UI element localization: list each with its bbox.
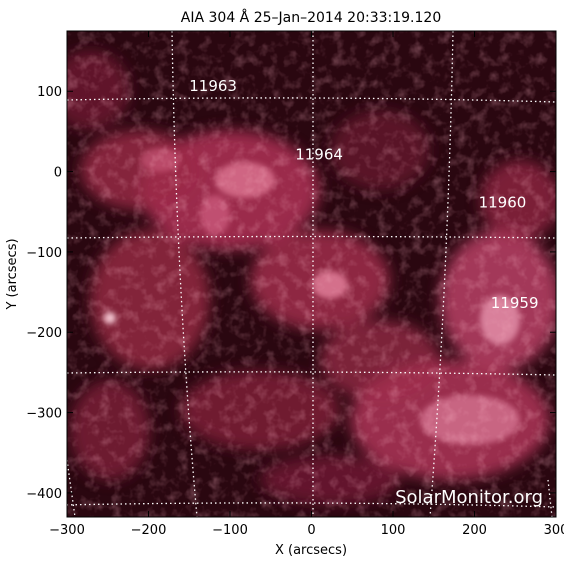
watermark: SolarMonitor.org — [395, 487, 543, 508]
y-tick-label: −300 — [26, 407, 62, 422]
x-tick-label: −100 — [212, 523, 248, 538]
figure-title: AIA 304 Å 25–Jan–2014 20:33:19.120 — [181, 9, 441, 26]
y-tick-label: 100 — [37, 85, 62, 100]
x-tick-label: 0 — [307, 523, 315, 538]
x-tick-label: −200 — [131, 523, 167, 538]
x-tick-label: −300 — [49, 523, 85, 538]
y-tick-label: −200 — [26, 326, 62, 341]
coordinate-grid — [61, 30, 557, 518]
x-tick-label: 200 — [462, 523, 487, 538]
x-axis-label: X (arcsecs) — [275, 543, 347, 558]
y-axis: 100 0 −100 −200 −300 −400 — [26, 85, 556, 502]
y-axis-label: Y (arcsecs) — [5, 238, 20, 310]
active-region-label: 11964 — [295, 146, 343, 164]
active-region-label: 11960 — [479, 194, 527, 212]
x-tick-label: 100 — [381, 523, 406, 538]
x-axis: −300 −200 −100 0 100 200 300 — [49, 31, 564, 538]
active-region-label: 11963 — [189, 77, 237, 95]
solar-image — [67, 31, 556, 517]
y-tick-label: −400 — [26, 487, 62, 502]
active-region-label: 11959 — [491, 294, 539, 312]
y-tick-label: −100 — [26, 246, 62, 261]
texture — [67, 31, 556, 517]
x-tick-label: 300 — [544, 523, 564, 538]
y-tick-label: 0 — [54, 166, 62, 181]
region-labels: 11963 11964 11960 11959 — [189, 77, 538, 312]
